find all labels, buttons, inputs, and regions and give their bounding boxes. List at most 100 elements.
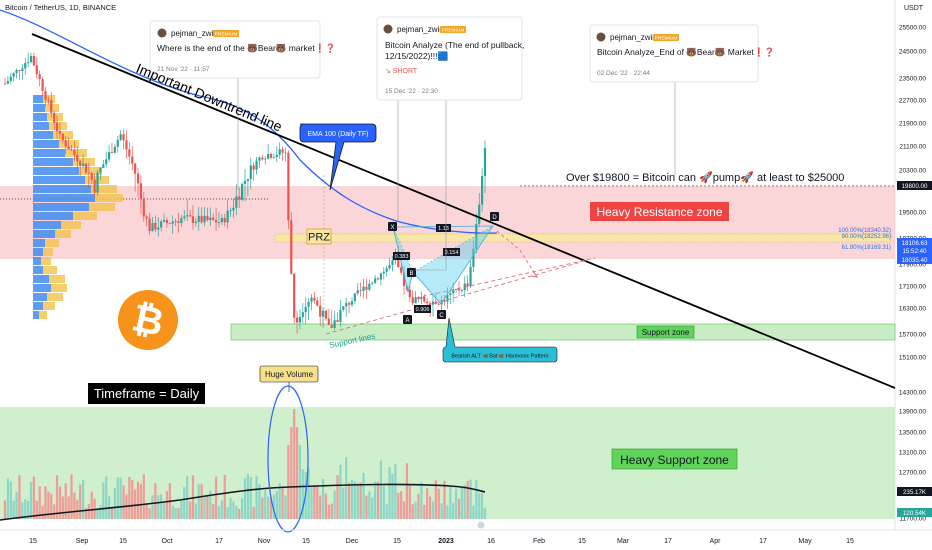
volume-bar bbox=[481, 492, 484, 519]
candle bbox=[18, 69, 21, 80]
volume-profile-bar bbox=[47, 293, 63, 301]
support-zone[interactable] bbox=[230, 323, 896, 341]
volume-bar bbox=[330, 503, 333, 519]
svg-text:PRZ: PRZ bbox=[308, 232, 330, 244]
candle bbox=[93, 173, 96, 197]
fib-618-label: 61.80%(18169.31) bbox=[842, 245, 891, 251]
harmonic-xb-line bbox=[392, 226, 414, 273]
volume-bar bbox=[12, 500, 15, 519]
volume-profile-bar bbox=[73, 158, 95, 166]
volume-bar bbox=[24, 499, 27, 519]
volume-bar bbox=[385, 504, 388, 519]
prz-zone[interactable] bbox=[274, 233, 892, 243]
volume-bar bbox=[368, 491, 371, 519]
candle bbox=[9, 72, 12, 84]
volume-bar bbox=[478, 493, 481, 519]
volume-bar bbox=[131, 479, 134, 519]
candle bbox=[200, 207, 203, 224]
candle bbox=[368, 280, 371, 292]
volume-bar bbox=[229, 498, 232, 519]
candle bbox=[61, 133, 64, 144]
volume-bar bbox=[183, 487, 186, 519]
time-tick-label: 15 bbox=[29, 538, 37, 545]
candle bbox=[171, 215, 174, 234]
volume-bar bbox=[379, 460, 383, 519]
volume-profile-bar bbox=[43, 248, 53, 256]
svg-text:Heavy Resistance zone: Heavy Resistance zone bbox=[596, 205, 722, 219]
candle bbox=[128, 142, 131, 165]
candle bbox=[145, 214, 148, 227]
note-card-2[interactable]: pejman_zwin PREMIUM Bitcoin Analyze (The… bbox=[376, 16, 524, 101]
candle bbox=[125, 130, 128, 159]
harmonic-callout[interactable]: Bearish ALT 🦋Bat🦋 Harmonic Pattern bbox=[442, 317, 558, 363]
volume-profile-bar bbox=[33, 95, 43, 103]
heavy-resistance-label: Heavy Resistance zone bbox=[590, 202, 729, 221]
downtrend-line[interactable] bbox=[31, 33, 896, 389]
price-badge: 19800.00 bbox=[897, 181, 932, 190]
volume-bar bbox=[58, 486, 62, 519]
volume-bar bbox=[235, 505, 238, 519]
candle bbox=[414, 290, 417, 304]
candle bbox=[116, 136, 119, 153]
pattern-point-b: B bbox=[407, 268, 416, 277]
volume-bar bbox=[475, 480, 478, 519]
volume-bar bbox=[38, 486, 41, 519]
candle bbox=[353, 293, 356, 305]
support-line-lower[interactable] bbox=[325, 259, 589, 335]
candle bbox=[47, 96, 50, 105]
candle bbox=[139, 175, 143, 214]
candle bbox=[157, 217, 160, 237]
target-text: Over $19800 = Bitcoin can 🚀pump🚀 at leas… bbox=[566, 171, 844, 184]
time-tick-label: 2023 bbox=[438, 538, 454, 545]
candle bbox=[226, 199, 229, 229]
ratio-label-4: 1.13 bbox=[436, 224, 451, 232]
volume-bar bbox=[295, 427, 299, 519]
volume-bar bbox=[290, 427, 293, 519]
note-text: Where is the end of the 🐻Bear🐻 market❗❓ bbox=[157, 43, 336, 53]
candle bbox=[87, 162, 90, 189]
pattern-point-d: D bbox=[490, 212, 499, 221]
candle bbox=[90, 171, 93, 185]
volume-bar bbox=[457, 498, 461, 519]
candle bbox=[197, 206, 200, 231]
candle bbox=[243, 169, 247, 202]
volume-bar bbox=[122, 485, 125, 519]
volume-bar bbox=[90, 491, 93, 519]
volume-bar bbox=[327, 504, 330, 519]
price-tick-label: 21100.00 bbox=[899, 144, 926, 151]
volume-bar bbox=[136, 481, 140, 519]
candle bbox=[307, 298, 310, 320]
volume-bar bbox=[371, 497, 374, 519]
candle bbox=[321, 307, 325, 328]
volume-profile-bar bbox=[33, 311, 39, 319]
ema-callout[interactable]: EMA 100 (Daily TF) bbox=[299, 123, 377, 191]
price-badge: 15:52:40 bbox=[897, 246, 932, 255]
candle bbox=[267, 144, 270, 160]
volume-profile-bar bbox=[33, 248, 43, 256]
candle bbox=[342, 306, 345, 312]
ema-100-line[interactable] bbox=[0, 9, 498, 234]
lightning-icon[interactable] bbox=[477, 521, 485, 529]
heavy-support-zone[interactable] bbox=[0, 407, 895, 519]
harmonic-pattern-outline[interactable] bbox=[392, 225, 494, 305]
candle bbox=[446, 287, 449, 309]
volume-bars bbox=[3, 409, 487, 519]
note-card-3[interactable]: pejman_zwin PREMIUM Bitcoin Analyze_End … bbox=[589, 24, 775, 83]
volume-bar bbox=[417, 493, 420, 519]
candle bbox=[443, 295, 446, 306]
volume-bar bbox=[21, 502, 24, 519]
ratio-label-1: 0.383 bbox=[393, 252, 410, 260]
volume-bar bbox=[350, 479, 354, 519]
candle bbox=[379, 272, 383, 286]
ratio-label-2: 0.906 bbox=[414, 305, 431, 313]
support-line-upper[interactable] bbox=[415, 257, 596, 299]
volume-profile-bar bbox=[79, 167, 102, 175]
candle bbox=[154, 215, 157, 233]
note-card-1[interactable]: pejman_zwin PREMIUM Where is the end of … bbox=[149, 20, 336, 79]
candle bbox=[209, 207, 212, 227]
volume-bar bbox=[365, 495, 368, 519]
volume-bar bbox=[428, 496, 432, 519]
time-tick-label: Oct bbox=[162, 538, 173, 545]
volume-bar bbox=[446, 505, 449, 519]
